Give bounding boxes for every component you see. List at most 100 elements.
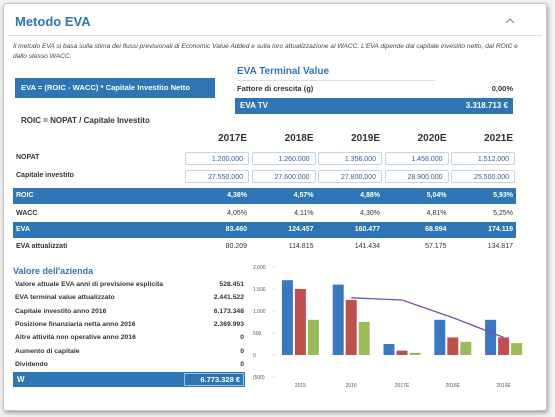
- y-tick-label: (500): [253, 375, 265, 381]
- row-value: 528.451: [219, 281, 244, 288]
- bar: [358, 322, 370, 355]
- x-tick-label: 2019E: [496, 383, 511, 389]
- bar: [511, 343, 523, 355]
- collapse-icon[interactable]: [504, 16, 516, 26]
- y-tick-label: 0: [253, 353, 256, 359]
- row-value: 2.441.522: [213, 294, 244, 302]
- bar: [307, 319, 319, 355]
- bar: [447, 337, 459, 355]
- input-cell[interactable]: 27.550.000: [185, 170, 249, 183]
- divider: [8, 35, 542, 36]
- row-label: NOPAT: [16, 154, 40, 161]
- formula-eva: EVA = (ROIC - WACC) * Capitale Investito…: [15, 78, 215, 98]
- row-value: 0: [240, 334, 244, 342]
- cell: 5,93%: [493, 192, 513, 199]
- cell: 4,11%: [294, 210, 314, 217]
- input-cell[interactable]: 1.356.000: [318, 152, 382, 165]
- row-label: Capitale investito anno 2016: [15, 307, 107, 315]
- cell: 68.994: [425, 226, 447, 233]
- chart: (500) 0 500 1.000 1.500 2.000 2015 2016 2017E 201…: [253, 265, 523, 389]
- total-value: 6.773.328 €: [184, 373, 244, 386]
- total-row: W 6.773.328 €: [13, 372, 245, 387]
- cell: 134.817: [487, 243, 513, 250]
- bar: [281, 280, 293, 355]
- card: Metodo EVA Il metodo EVA si basa sulla st…: [3, 3, 547, 411]
- bar: [409, 352, 421, 355]
- cell: 4,30%: [360, 210, 380, 217]
- cell: 114.815: [288, 243, 314, 250]
- input-cell[interactable]: 1.260.000: [251, 152, 316, 165]
- row-label: EVA terminal value attualizzato: [15, 294, 115, 302]
- input-cell[interactable]: 25.500.000: [451, 170, 515, 183]
- growth-value: 0,00%: [491, 84, 513, 93]
- cell: 174.119: [488, 226, 513, 233]
- row-label: Valore attuale EVA anni di previsione es…: [15, 281, 164, 288]
- bar: [396, 350, 408, 355]
- cell: 4,88%: [360, 192, 380, 199]
- y-tick-label: 2.000: [253, 265, 266, 271]
- bar: [383, 344, 395, 355]
- line: [351, 297, 504, 339]
- bar: [498, 337, 510, 355]
- column-header: 2018E: [284, 133, 314, 144]
- x-tick-label: 2017E: [395, 383, 410, 389]
- row-label: Capitale investito: [16, 172, 74, 179]
- y-tick-label: 1.000: [253, 309, 266, 315]
- cell: 4,57%: [293, 192, 314, 199]
- section-title: Valore dell'azienda: [13, 266, 94, 276]
- cell: 57.175: [425, 243, 447, 250]
- cell: 5,04%: [426, 192, 447, 199]
- formula-roic: ROIC = NOPAT / Capitale Investito: [21, 116, 150, 125]
- y-tick-label: 500: [253, 331, 262, 337]
- total-label: W: [17, 375, 25, 384]
- row-band: [13, 188, 516, 204]
- cell: 4,36%: [227, 192, 247, 199]
- row-value: 2.369.993: [213, 320, 244, 328]
- row-label: WACC: [16, 210, 38, 217]
- input-cell[interactable]: 27.600.000: [251, 170, 316, 183]
- input-cell[interactable]: 27.800.000: [318, 170, 382, 183]
- cell: 4,05%: [227, 210, 247, 217]
- total-value: 3.318.713 €: [465, 101, 508, 110]
- row-band: [13, 222, 516, 238]
- cell: 124.457: [288, 226, 314, 233]
- column-header: 2017E: [218, 133, 247, 144]
- row-value: 6.173.348: [213, 307, 244, 315]
- column-header: 2021E: [484, 133, 513, 144]
- bar: [460, 341, 472, 355]
- column-header: 2020E: [417, 133, 447, 144]
- section-title: EVA Terminal Value: [237, 66, 330, 77]
- bar: [294, 289, 306, 355]
- input-cell[interactable]: 1.458.000: [384, 152, 449, 165]
- bar: [485, 319, 497, 355]
- x-tick-label: 2018E: [446, 383, 461, 389]
- total-row: EVA TV 3.318.713 €: [235, 98, 513, 114]
- input-cell[interactable]: 28.900.000: [384, 170, 449, 183]
- row-value: 0: [240, 347, 244, 355]
- input-cell[interactable]: 1.200.000: [185, 152, 249, 165]
- cell: 80.209: [225, 243, 247, 250]
- description: Il metodo EVA si basa sulla stima dei fl…: [13, 43, 518, 60]
- x-tick-label: 2015: [295, 383, 306, 389]
- bar: [434, 319, 446, 355]
- cell: 160.477: [354, 226, 380, 233]
- row-value: 0: [240, 360, 244, 368]
- input-cell[interactable]: 1.512.000: [451, 152, 515, 165]
- title: Metodo EVA: [15, 14, 91, 29]
- row-label: Dividendo: [15, 360, 48, 368]
- cell: 83.460: [225, 226, 247, 233]
- bar: [332, 284, 344, 355]
- row-label: ROIC: [16, 192, 34, 199]
- row-label: Posizione finanziaria netta anno 2016: [15, 320, 136, 328]
- cell: 5,25%: [493, 210, 513, 217]
- row-label: EVA: [16, 226, 30, 233]
- y-tick-label: 1.500: [253, 287, 266, 293]
- cell: 4,81%: [426, 210, 447, 217]
- column-header: 2019E: [351, 133, 380, 144]
- cell: 141.434: [354, 243, 380, 250]
- row-label: Altre attività non operative anno 2016: [15, 334, 136, 342]
- row-label: Aumento di capitale: [15, 347, 80, 355]
- total-label: EVA TV: [240, 101, 269, 110]
- x-tick-label: 2016: [346, 383, 357, 389]
